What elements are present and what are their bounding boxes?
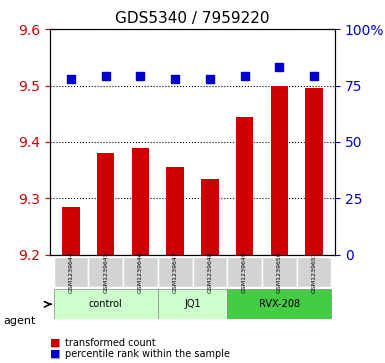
Text: ■: ■ (50, 349, 60, 359)
Point (102, 74, 109, 79)
FancyBboxPatch shape (227, 289, 331, 319)
FancyBboxPatch shape (54, 289, 158, 319)
Text: GSM1239648: GSM1239648 (208, 251, 213, 293)
Bar (305, 88, 323, 255)
FancyBboxPatch shape (158, 289, 227, 319)
Text: GSM1239650: GSM1239650 (277, 251, 282, 293)
Text: percentile rank within the sample: percentile rank within the sample (65, 349, 231, 359)
FancyBboxPatch shape (54, 257, 88, 287)
Point (68, 76, 74, 82)
Text: GSM1239644: GSM1239644 (69, 251, 74, 293)
Text: transformed count: transformed count (65, 338, 156, 348)
FancyBboxPatch shape (262, 257, 297, 287)
Point (207, 76, 213, 82)
Bar (271, 86, 288, 255)
Text: agent: agent (4, 316, 36, 326)
Text: JQ1: JQ1 (184, 299, 201, 309)
Bar (97, 153, 114, 255)
FancyBboxPatch shape (158, 257, 192, 287)
Title: GDS5340 / 7959220: GDS5340 / 7959220 (115, 12, 270, 26)
Bar (62, 207, 80, 255)
FancyBboxPatch shape (88, 257, 123, 287)
Text: GSM1239649: GSM1239649 (242, 251, 247, 293)
Text: GSM1239651: GSM1239651 (311, 251, 316, 293)
FancyBboxPatch shape (123, 257, 158, 287)
Bar (132, 148, 149, 255)
Point (311, 74, 317, 79)
Point (137, 74, 144, 79)
Bar (201, 179, 219, 255)
Point (241, 74, 248, 79)
Point (172, 76, 178, 82)
Text: GSM1239646: GSM1239646 (138, 251, 143, 293)
Bar (166, 167, 184, 255)
Text: ■: ■ (50, 338, 60, 348)
Text: GSM1239647: GSM1239647 (172, 251, 177, 293)
FancyBboxPatch shape (297, 257, 331, 287)
Text: GSM1239645: GSM1239645 (103, 251, 108, 293)
Bar (236, 117, 253, 255)
FancyBboxPatch shape (227, 257, 262, 287)
Point (276, 65, 283, 70)
FancyBboxPatch shape (192, 257, 227, 287)
Text: control: control (89, 299, 122, 309)
Text: RVX-208: RVX-208 (259, 299, 300, 309)
